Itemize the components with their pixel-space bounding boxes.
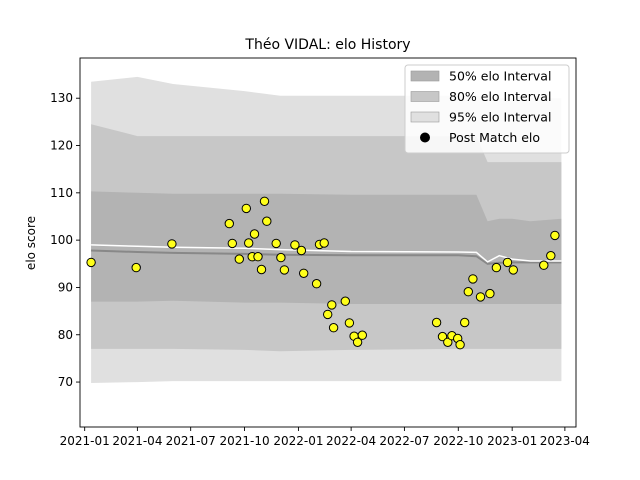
x-tick-label: 2021-04 [112, 434, 162, 448]
post-match-elo-point [241, 203, 252, 214]
y-tick-label: 120 [50, 139, 73, 153]
post-match-elo-point [276, 252, 286, 263]
post-match-elo-point [455, 340, 465, 350]
x-tick-label: 2023-04 [540, 434, 590, 448]
post-match-elo-point [131, 262, 141, 273]
legend-label: Post Match elo [449, 130, 540, 145]
chart-title: Théo VIDAL: elo History [244, 37, 410, 53]
x-tick-label: 2021-10 [219, 434, 269, 448]
axes-frame [79, 57, 577, 428]
x-tick-label: 2022-01 [273, 434, 323, 448]
post-match-elo-point [550, 230, 560, 241]
y-tick-label: 70 [58, 375, 73, 389]
legend: 50% elo Interval 80% elo Interval 95% elo … [404, 64, 570, 154]
y-tick-label: 90 [58, 280, 73, 294]
post-match-elo-point [491, 262, 502, 273]
post-match-elo-point [271, 238, 281, 249]
x-tick-label: 2021-07 [166, 434, 216, 448]
legend-label: 95% elo Interval [449, 110, 551, 125]
post-match-elo-point [463, 287, 473, 297]
post-match-elo-point [244, 238, 254, 248]
post-match-elo-point [460, 317, 470, 328]
post-match-elo-point [259, 196, 270, 207]
post-match-elo-point [227, 238, 238, 249]
legend-swatch [410, 70, 440, 82]
axes: 2021-01 2021-04 2021-07 2021-10 2022-01 2022-… [50, 57, 590, 448]
legend-swatch [410, 111, 440, 123]
post-match-elo-point [224, 218, 235, 229]
post-match-elo-point [323, 309, 333, 320]
y-tick-label: 110 [50, 186, 73, 200]
x-tick-label: 2021-01 [60, 434, 110, 448]
legend-swatch [410, 91, 440, 102]
y-tick-label: 80 [58, 328, 73, 342]
post-match-elo-point [539, 260, 549, 270]
post-match-elo-point [340, 296, 350, 306]
post-match-elo-point [319, 238, 329, 248]
post-match-elo-point [357, 330, 367, 340]
post-match-elo-point [431, 317, 442, 328]
x-tick-label: 2023-01 [487, 434, 537, 448]
post-match-elo-point [344, 318, 355, 328]
post-match-elo-point [256, 264, 267, 275]
post-match-elo-point [443, 337, 453, 347]
post-match-elo-point [468, 274, 478, 284]
legend-box [404, 64, 570, 154]
post-match-elo-point [327, 300, 337, 310]
x-tick-label: 2022-10 [433, 434, 483, 448]
post-match-elo-point [262, 216, 272, 226]
legend-marker [420, 132, 430, 143]
post-match-elo-point [253, 252, 263, 262]
post-match-elo-point [279, 265, 290, 275]
post-match-elo-point [502, 257, 513, 268]
post-match-elo-point [290, 240, 300, 250]
post-match-elo-point [546, 251, 556, 261]
post-match-elo-point [485, 288, 495, 299]
post-match-elo-point [352, 337, 363, 347]
post-match-elo-point [299, 268, 309, 278]
y-tick-label: 100 [50, 233, 73, 247]
legend-label: 50% elo Interval [449, 69, 551, 84]
x-tick-label: 2022-04 [326, 434, 376, 448]
legend-label: 80% elo Interval [449, 89, 551, 104]
post-match-elo-point [328, 323, 339, 333]
post-match-elo-point [167, 239, 177, 249]
post-match-elo-point [437, 331, 448, 342]
median-elo-line [91, 249, 562, 265]
y-tick-label: 130 [50, 91, 73, 105]
post-match-elo-point [475, 292, 486, 302]
x-tick-label: 2022-07 [379, 434, 429, 448]
post-match-elo-point [311, 279, 322, 289]
post-match-elo-point [296, 245, 307, 256]
post-match-elo-point [234, 254, 245, 264]
band-50-interval [91, 191, 562, 304]
post-match-elo-point [86, 257, 96, 268]
y-axis-label: elo score [24, 216, 38, 270]
post-match-elo-point [508, 265, 518, 275]
post-match-elo-point [249, 229, 260, 239]
